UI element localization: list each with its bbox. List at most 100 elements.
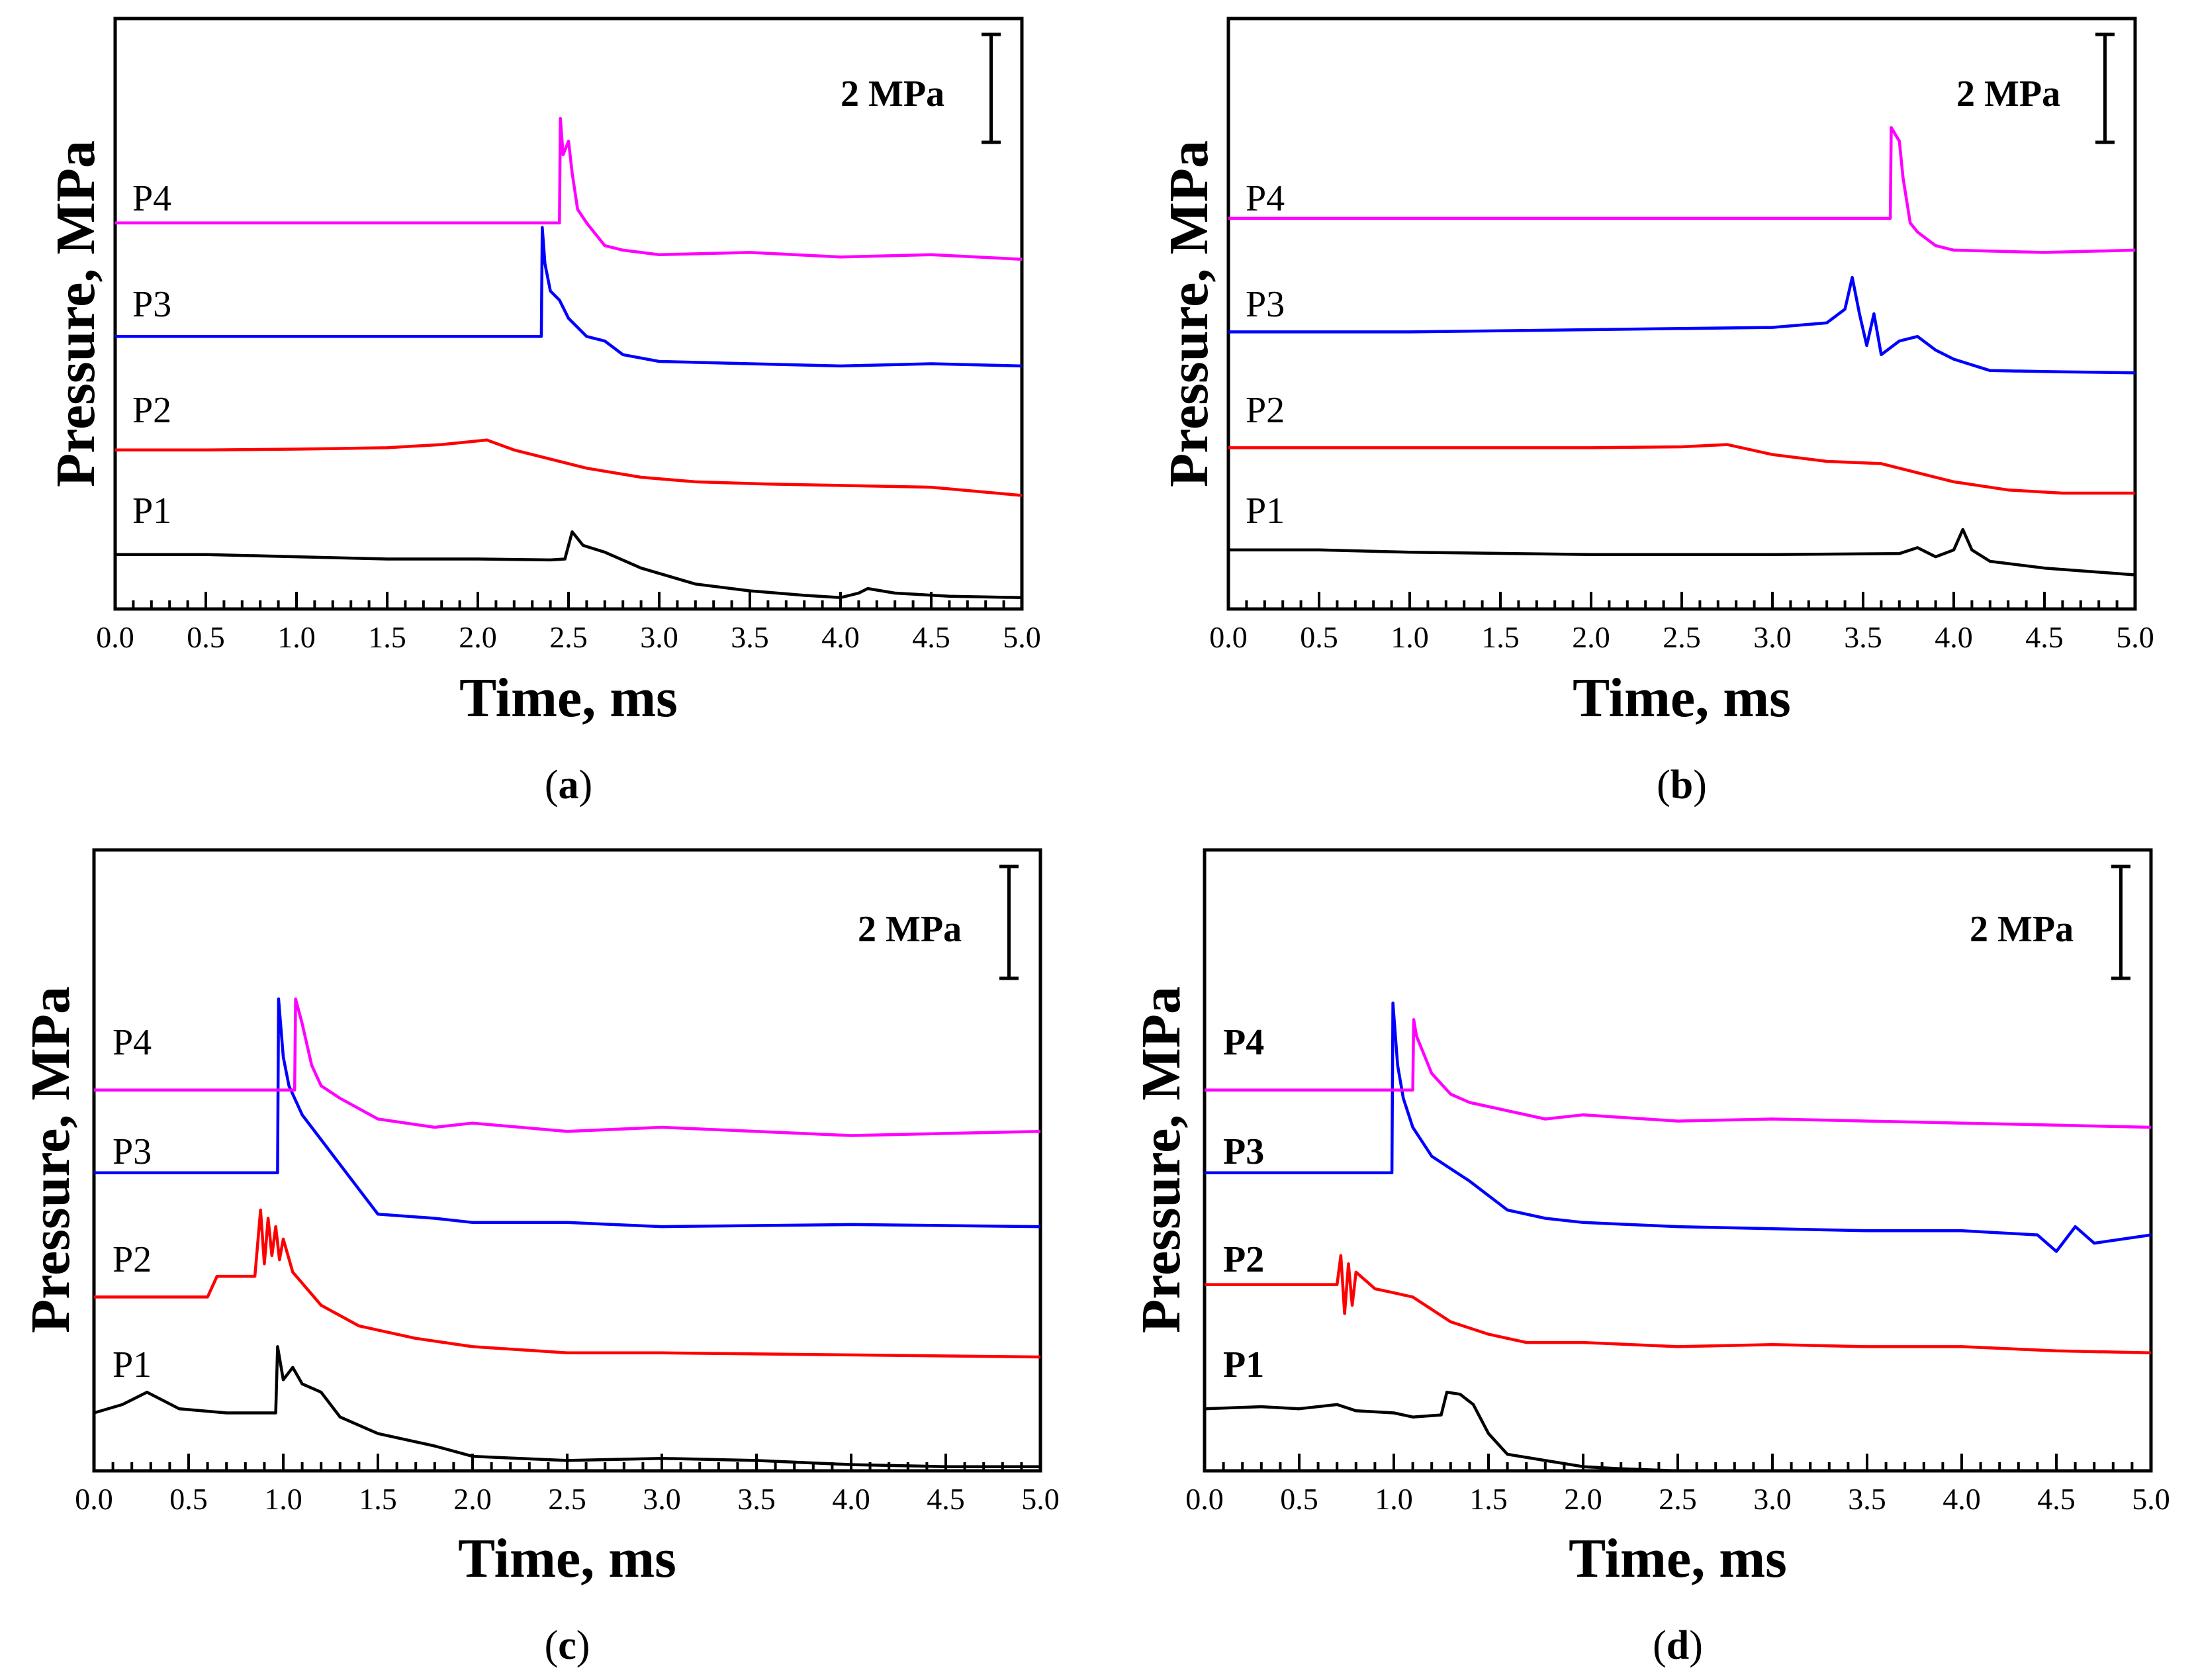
trace-p1 [115,530,1023,600]
x-tick-label: 2.0 [1564,1482,1602,1516]
x-tick-label: 0.0 [1209,620,1248,654]
label-p2: P2 [113,1239,152,1280]
label-p2: P2 [1246,390,1285,431]
scale-bar-label: 2 MPa [1956,73,2060,115]
trace-p3 [94,997,1041,1229]
traces [1228,126,2136,577]
trace-p3 [1228,275,2136,375]
x-ticks [114,592,1023,609]
trace-p2 [1228,443,2135,495]
x-tick-label: 3.0 [1753,620,1792,654]
x-tick-label: 4.0 [1935,620,1973,654]
traces [115,117,1023,600]
label-p1: P1 [113,1344,152,1385]
scale-bar [2111,864,2130,980]
x-tick-label: 4.5 [2037,1482,2076,1516]
label-p3: P3 [1223,1131,1264,1172]
panel-c: 0.0 0.5 1.0 1.5 2.0 2.5 3.0 3.5 4.0 4.5 5.0 P4 P3 … [20,848,1060,1668]
x-tick-label: 3.0 [1753,1482,1792,1516]
x-tick-label: 0.5 [169,1482,208,1516]
x-tick-label: 2.5 [549,620,588,654]
trace-p1 [93,1345,1040,1468]
panel-d: 0.0 0.5 1.0 1.5 2.0 2.5 3.0 3.5 4.0 4.5 5.0 P4 P3 … [1130,848,2170,1668]
x-tick-label: 5.0 [2132,1482,2170,1516]
x-tick-label: 2.0 [453,1482,492,1516]
label-p1: P1 [1223,1344,1264,1385]
label-p2: P2 [132,390,171,431]
x-tick-label: 1.0 [1391,620,1429,654]
x-tick-label: 3.5 [737,1482,776,1516]
scale-bar-label: 2 MPa [1970,909,2074,950]
y-axis-title: Pressure, MPa [1130,986,1192,1333]
x-tick-label: 2.0 [1572,620,1610,654]
x-tick-label: 3.5 [1844,620,1882,654]
x-tick-label: 5.0 [1003,620,1041,654]
trace-p4 [115,117,1023,261]
panel-label: (d) [1653,1623,1703,1668]
x-tick-label: 4.5 [912,620,950,654]
x-tick-label: 0.5 [187,620,225,654]
x-tick-label: 4.0 [821,620,860,654]
x-tick-label: 4.5 [927,1482,965,1516]
x-tick-labels: 0.0 0.5 1.0 1.5 2.0 2.5 3.0 3.5 4.0 4.5 5.0 [1209,620,2154,654]
x-tick-label: 3.5 [731,620,769,654]
x-tick-label: 1.5 [1481,620,1520,654]
x-tick-label: 1.0 [264,1482,302,1516]
x-tick-label: 2.0 [459,620,497,654]
y-axis-title: Pressure, MPa [20,986,81,1333]
trace-p3 [1205,1002,2152,1253]
label-p3: P3 [113,1131,152,1172]
x-axis-title: Time, ms [1573,667,1791,729]
x-axis-title: Time, ms [1569,1528,1787,1589]
trace-p2 [1205,1254,2152,1355]
x-ticks [1227,592,2136,609]
panel-label: (a) [545,763,592,808]
x-tick-label: 0.0 [1185,1482,1224,1516]
x-tick-labels: 0.0 0.5 1.0 1.5 2.0 2.5 3.0 3.5 4.0 4.5 5.0 [75,1482,1060,1516]
x-tick-label: 3.0 [643,1482,681,1516]
x-tick-label: 0.5 [1300,620,1338,654]
trace-p4 [1205,1018,2152,1129]
x-tick-label: 5.0 [1021,1482,1060,1516]
scale-bar [982,32,1001,144]
label-p4: P4 [132,178,171,219]
x-tick-label: 2.5 [1659,1482,1697,1516]
x-tick-label: 5.0 [2116,620,2154,654]
trace-p4 [1228,126,2136,254]
x-tick-label: 0.0 [96,620,134,654]
traces [1204,1002,2152,1473]
trace-p1 [1204,1390,2151,1473]
label-p4: P4 [1223,1022,1264,1063]
trace-p2 [115,438,1023,497]
x-tick-label: 4.0 [832,1482,870,1516]
y-axis-title: Pressure, MPa [1158,140,1220,487]
x-tick-label: 0.0 [75,1482,113,1516]
trace-p3 [115,226,1023,368]
x-tick-label: 4.5 [2025,620,2064,654]
x-ticks [93,1454,1042,1471]
x-tick-label: 0.5 [1280,1482,1318,1516]
y-axis-title: Pressure, MPa [45,140,107,487]
panel-label: (c) [545,1623,590,1668]
x-tick-label: 1.5 [368,620,406,654]
x-axis-title: Time, ms [459,667,678,729]
scale-bar-label: 2 MPa [841,73,944,115]
traces [93,997,1041,1468]
trace-p4 [94,997,1041,1137]
label-p1: P1 [1246,490,1285,532]
scale-bar [2095,32,2115,144]
label-p4: P4 [113,1022,152,1063]
x-tick-label: 1.5 [1469,1482,1508,1516]
trace-p2 [94,1208,1041,1359]
x-ticks [1203,1454,2152,1471]
panel-a: 0.0 0.5 1.0 1.5 2.0 2.5 3.0 3.5 4.0 4.5 5.0 P4 P3 … [45,17,1041,808]
panel-b: 0.0 0.5 1.0 1.5 2.0 2.5 3.0 3.5 4.0 4.5 5.0 P4 P3 … [1158,17,2154,808]
scale-bar [999,864,1019,980]
panel-label: (b) [1657,763,1707,808]
trace-p1 [1228,528,2136,577]
x-tick-labels: 0.0 0.5 1.0 1.5 2.0 2.5 3.0 3.5 4.0 4.5 5.0 [96,620,1041,654]
x-tick-label: 2.5 [548,1482,586,1516]
x-tick-label: 1.5 [359,1482,397,1516]
x-axis-title: Time, ms [458,1528,676,1589]
